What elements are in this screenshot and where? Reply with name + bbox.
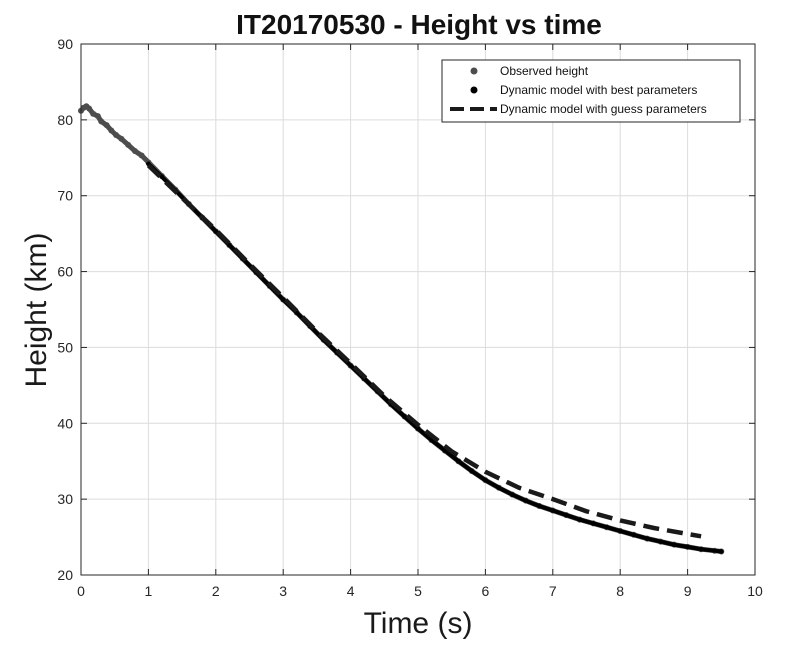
x-tick-label: 8 — [616, 583, 624, 599]
x-tick-label: 9 — [684, 583, 692, 599]
best-model-point — [496, 485, 502, 491]
observed-point — [138, 152, 145, 159]
best-model-point — [604, 524, 610, 530]
x-tick-label: 3 — [279, 583, 287, 599]
x-tick-label: 4 — [347, 583, 355, 599]
legend-label-best: Dynamic model with best parameters — [500, 83, 697, 97]
legend-label-observed: Observed height — [500, 64, 589, 78]
legend: Observed height Dynamic model with best … — [441, 59, 741, 123]
x-axis-label: Time (s) — [364, 607, 473, 640]
best-model-point — [523, 498, 529, 503]
series-guess-line — [146, 163, 702, 539]
best-model-point — [719, 549, 724, 554]
best-model-point — [550, 508, 556, 513]
axis-ticks: 0 1 2 3 4 5 6 7 8 9 10 20 30 40 50 60 70 80 90 — [57, 36, 763, 599]
observed-point — [103, 122, 110, 129]
observed-point — [90, 110, 97, 117]
best-model-point — [698, 546, 704, 552]
x-tick-label: 6 — [482, 583, 490, 599]
x-tick-label: 7 — [549, 583, 557, 599]
best-model-point — [685, 544, 690, 550]
best-model-point — [348, 363, 353, 368]
best-model-point — [671, 542, 677, 547]
best-model-point — [280, 297, 286, 302]
best-model-point — [469, 468, 475, 474]
best-model-point — [644, 536, 650, 541]
chart-title: IT20170530 - Height vs time — [236, 9, 602, 40]
best-model-point — [537, 503, 542, 509]
y-tick-label: 40 — [57, 415, 73, 431]
plot-data — [78, 103, 725, 555]
y-axis-label: Height (km) — [20, 232, 53, 387]
x-tick-label: 1 — [145, 583, 153, 599]
y-tick-label: 30 — [57, 491, 73, 507]
y-tick-label: 80 — [57, 112, 73, 128]
best-model-point — [577, 517, 583, 522]
x-tick-label: 0 — [77, 583, 85, 599]
legend-box — [441, 59, 741, 123]
best-model-point — [415, 426, 421, 431]
x-tick-label: 2 — [212, 583, 220, 599]
x-tick-label: 5 — [414, 583, 422, 599]
best-model-point — [510, 492, 515, 497]
x-tick-label: 10 — [747, 583, 763, 599]
legend-label-guess: Dynamic model with guess parameters — [500, 102, 707, 116]
best-model-point — [617, 528, 623, 534]
observed-point — [118, 135, 125, 142]
y-tick-label: 20 — [57, 567, 73, 583]
observed-point — [113, 132, 120, 139]
y-tick-label: 50 — [57, 339, 73, 355]
observed-point — [125, 141, 132, 148]
y-tick-label: 60 — [57, 264, 73, 280]
y-tick-label: 90 — [57, 36, 73, 52]
best-model-point — [590, 521, 596, 526]
best-model-point — [456, 458, 461, 464]
observed-point — [86, 105, 93, 112]
legend-marker-best — [470, 86, 478, 94]
best-model-point — [483, 477, 488, 483]
observed-point — [98, 118, 105, 125]
legend-marker-observed — [470, 67, 478, 75]
best-model-point — [563, 512, 569, 518]
best-model-point — [658, 539, 663, 544]
best-model-point — [402, 414, 407, 419]
y-tick-label: 70 — [57, 188, 73, 204]
best-model-point — [213, 229, 219, 234]
observed-point — [131, 147, 138, 154]
observed-point — [108, 127, 115, 134]
observed-point — [94, 113, 101, 120]
best-model-point — [631, 532, 636, 538]
